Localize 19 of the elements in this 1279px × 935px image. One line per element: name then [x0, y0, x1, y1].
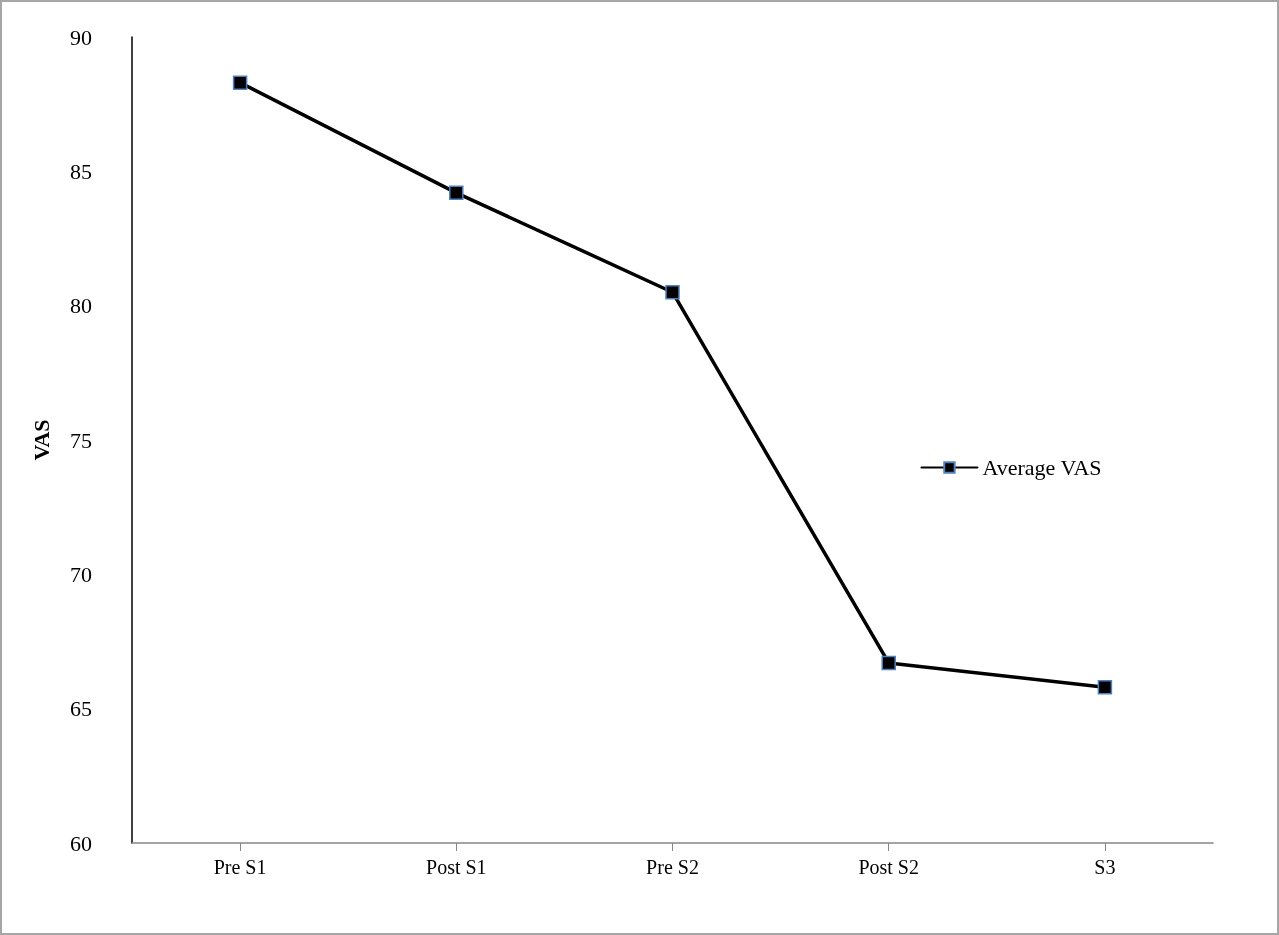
- point: [1097, 679, 1113, 695]
- y-tick-label: 70: [70, 561, 92, 587]
- point: [232, 75, 248, 90]
- legend-label: Average VAS: [982, 455, 1102, 480]
- x-tick-label: S3: [1094, 856, 1116, 878]
- y-tick-label: 65: [70, 696, 92, 722]
- y-tick-label: 90: [70, 24, 92, 50]
- x-tick-label: Post S1: [426, 856, 487, 878]
- y-tick-label: 60: [70, 830, 92, 856]
- point: [665, 284, 680, 300]
- y-tick-label: 75: [70, 427, 92, 453]
- y-axis-title: VAS: [28, 419, 54, 461]
- point: [881, 655, 896, 671]
- y-tick-label: 80: [70, 293, 92, 319]
- point: [449, 185, 464, 201]
- x-tick-label: Post S2: [858, 856, 919, 878]
- x-tick-label: Pre S1: [213, 856, 267, 878]
- y-tick-label: 85: [70, 158, 92, 184]
- x-tick-label: Pre S2: [646, 856, 699, 878]
